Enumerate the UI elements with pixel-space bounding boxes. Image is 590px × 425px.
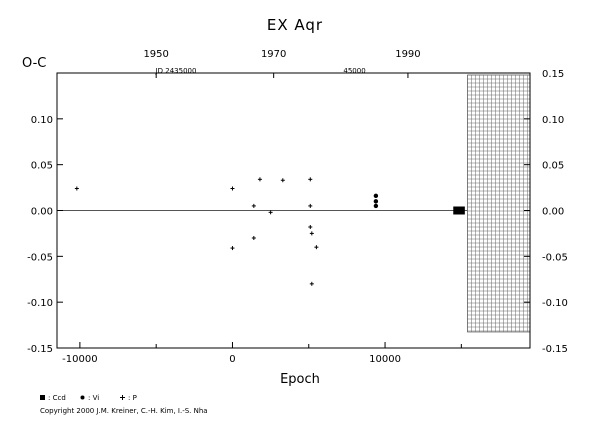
- y-axis-left-ticks: -0.15 -0.10 -0.05 0.00 0.05 0.10: [27, 115, 63, 355]
- top-year-label: 1970: [261, 49, 286, 60]
- y-tick-label: -0.10: [27, 298, 53, 309]
- y-axis-right-ticks: -0.15 -0.10 -0.05 0.00 0.05 0.10 0.15: [524, 69, 568, 355]
- data-points: [74, 177, 465, 286]
- vi-point: [373, 193, 379, 199]
- x-axis-label: Epoch: [280, 372, 320, 387]
- vi-point: [373, 203, 379, 209]
- ccd-point: [457, 206, 465, 215]
- y-tick-label: -0.05: [27, 252, 53, 263]
- legend-label: : P: [128, 394, 137, 402]
- top-year-label: 1950: [143, 49, 168, 60]
- ccd-point: [453, 206, 461, 215]
- x-tick-label: -10000: [62, 354, 97, 365]
- legend-circle-icon: [80, 395, 85, 400]
- top-jd-label: 45000: [343, 67, 365, 75]
- x-tick-label: 10000: [369, 354, 401, 365]
- x-axis-ticks: -10000 0 10000: [62, 342, 462, 365]
- copyright-note: Copyright 2000 J.M. Kreiner, C.-H. Kim, …: [40, 407, 208, 415]
- y-right-tick-label: -0.05: [542, 252, 568, 263]
- hatched-region: [467, 74, 531, 333]
- y-tick-label: 0.05: [31, 161, 53, 172]
- legend-square-icon: [40, 395, 45, 400]
- top-year-label: 1990: [395, 49, 420, 60]
- vi-point: [373, 199, 379, 204]
- x-tick-label: 0: [229, 354, 235, 365]
- chart-title: EX Aqr: [267, 16, 323, 34]
- y-right-tick-label: -0.10: [542, 298, 568, 309]
- y-tick-label: -0.15: [27, 344, 53, 355]
- top-axis: 1950 1970 1990 JD 2435000 45000: [143, 49, 421, 78]
- y-right-tick-label: -0.15: [542, 344, 568, 355]
- y-axis-label: O-C: [22, 56, 46, 71]
- legend: : Ccd : Vi : P: [40, 394, 137, 402]
- legend-label: : Vi: [88, 394, 99, 402]
- y-tick-label: 0.10: [31, 115, 53, 126]
- hatched-region-frame: [467, 74, 531, 333]
- y-right-tick-label: 0.10: [542, 115, 564, 126]
- legend-label: : Ccd: [48, 394, 66, 402]
- y-right-tick-label: 0.00: [542, 207, 564, 218]
- y-tick-label: 0.00: [31, 207, 53, 218]
- y-right-tick-label: 0.05: [542, 161, 564, 172]
- top-jd-label: JD 2435000: [155, 67, 197, 75]
- y-right-tick-label: 0.15: [542, 69, 564, 80]
